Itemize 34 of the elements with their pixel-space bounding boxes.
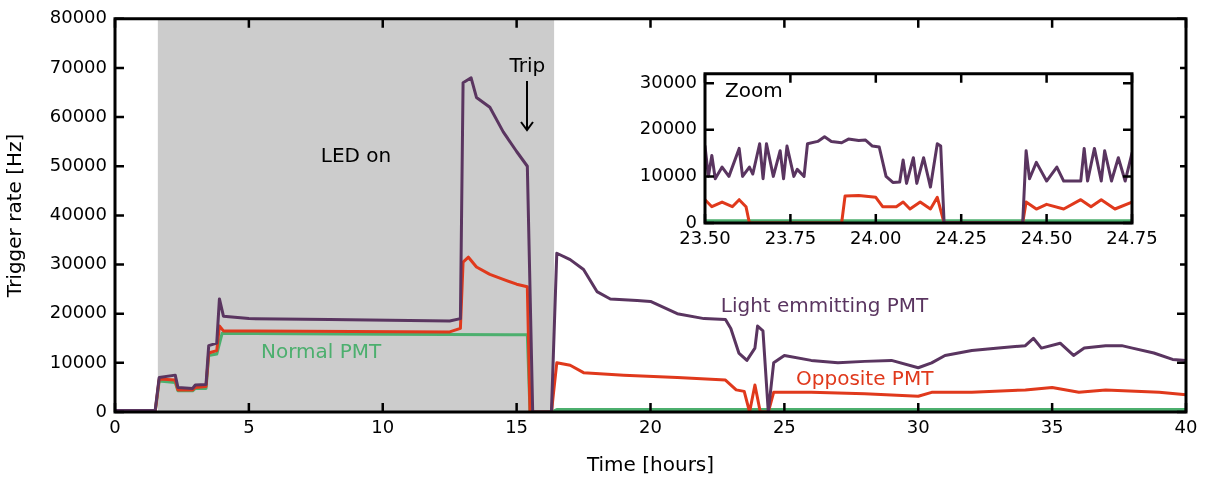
x-tick-label: 23.75 — [764, 227, 817, 249]
y-tick-label: 20000 — [639, 117, 697, 139]
x-tick-label: 24.25 — [935, 227, 987, 249]
y-tick-label: 20000 — [49, 301, 107, 323]
x-tick-label: 24.50 — [1020, 227, 1073, 249]
x-tick-label: 24.00 — [850, 227, 902, 249]
y-tick-label: 0 — [95, 399, 107, 421]
band-label: LED on — [320, 142, 392, 167]
y-tick-label: 10000 — [49, 350, 107, 372]
y-tick-label: 80000 — [49, 6, 107, 28]
x-tick-label: 10 — [371, 416, 395, 438]
annotation: Zoom — [725, 78, 783, 102]
x-tick-label: 0 — [109, 416, 121, 438]
x-tick-label: 20 — [639, 416, 662, 438]
x-tick-label: 5 — [243, 416, 255, 438]
x-tick-label: 30 — [906, 416, 930, 438]
x-tick-label: 35 — [1040, 416, 1064, 438]
x-tick-label: 15 — [505, 416, 529, 438]
y-tick-label: 30000 — [49, 252, 107, 274]
series-label: Normal PMT — [261, 339, 383, 364]
series-label: Opposite PMT — [796, 366, 935, 391]
x-tick-label: 25 — [772, 416, 796, 438]
x-tick-label: 24.75 — [1106, 227, 1158, 249]
y-axis-title: Trigger rate [Hz] — [2, 133, 27, 299]
x-axis-title: Time [hours] — [585, 452, 715, 477]
annotation: Trip — [508, 52, 546, 77]
y-tick-label: 50000 — [49, 153, 107, 175]
y-tick-label: 40000 — [49, 203, 107, 225]
series-label: Light emmitting PMT — [720, 292, 930, 317]
y-tick-label: 30000 — [639, 70, 697, 92]
y-tick-label: 70000 — [49, 55, 107, 77]
y-tick-label: 60000 — [49, 104, 107, 126]
y-tick-label: 10000 — [639, 164, 697, 186]
x-tick-label: 40 — [1174, 416, 1198, 438]
